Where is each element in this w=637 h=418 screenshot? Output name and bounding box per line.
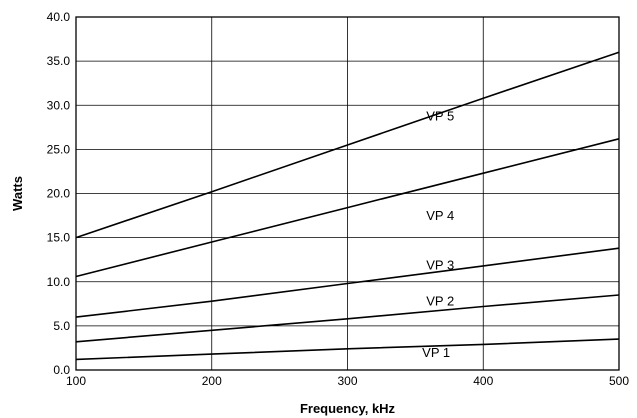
x-axis-title: Frequency, kHz <box>300 401 396 416</box>
series-label: VP 5 <box>426 108 454 123</box>
series-line <box>75 51 620 239</box>
plot-frame <box>75 16 620 371</box>
y-tick-label: 15.0 <box>47 231 71 245</box>
y-tick-label: 35.0 <box>47 54 71 68</box>
y-tick-label: 5.0 <box>53 319 70 333</box>
y-axis-title: Watts <box>10 176 25 211</box>
series-line <box>75 338 620 361</box>
series-line <box>75 138 620 278</box>
y-tick-label: 25.0 <box>47 142 71 156</box>
axis-ticks: 100 200 300 400 500 0.0 5.0 10.0 15.0 20.0 25.0 30.… <box>47 10 630 388</box>
series-lines <box>75 51 620 361</box>
y-tick-label: 30.0 <box>47 98 71 112</box>
y-tick-label: 40.0 <box>47 10 71 24</box>
series-labels: VP 1 VP 2 VP 3 VP 4 VP 5 <box>422 108 454 360</box>
series-line <box>75 247 620 318</box>
series-line <box>75 294 620 343</box>
x-tick-label: 400 <box>473 374 493 388</box>
x-tick-label: 100 <box>66 374 86 388</box>
grid-lines <box>75 16 620 371</box>
y-tick-label: 10.0 <box>47 275 71 289</box>
x-tick-label: 500 <box>609 374 629 388</box>
x-tick-label: 200 <box>202 374 222 388</box>
x-tick-label: 300 <box>337 374 357 388</box>
series-label: VP 2 <box>426 294 454 309</box>
series-label: VP 3 <box>426 257 454 272</box>
series-label: VP 1 <box>422 345 450 360</box>
y-tick-label: 0.0 <box>53 363 70 377</box>
series-label: VP 4 <box>426 208 454 223</box>
y-tick-label: 20.0 <box>47 187 71 201</box>
